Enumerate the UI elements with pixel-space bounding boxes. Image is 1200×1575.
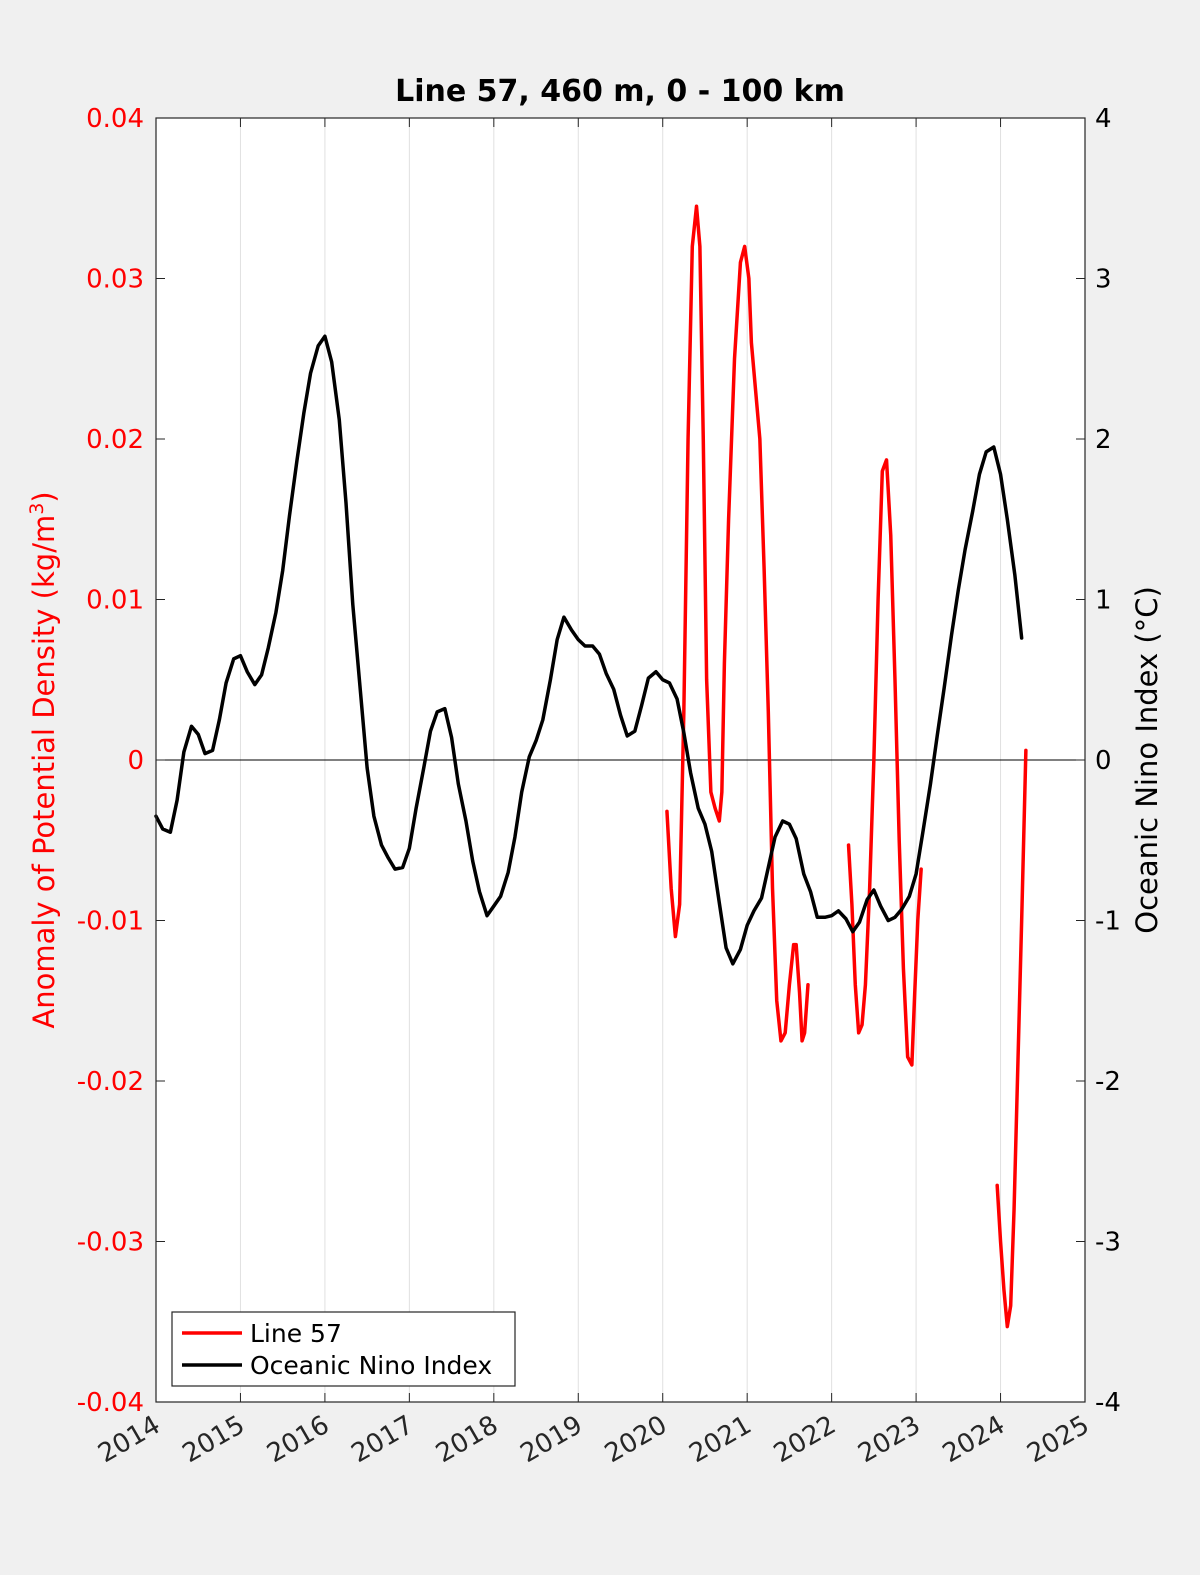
left-y-tick-label: 0.01 [86,586,144,616]
left-y-tick-label: 0.03 [86,265,144,295]
left-y-tick-label: 0 [127,746,144,776]
line57-series-segment-2 [995,748,1028,1329]
legend-label-oni: Oceanic Nino Index [250,1351,492,1380]
right-y-tick-label: 2 [1095,425,1112,455]
left-y-tick-label: -0.04 [77,1388,144,1418]
left-axis-title-close: ) [27,491,61,502]
right-y-tick-label: 0 [1095,746,1112,776]
left-axis-title-main: Anomaly of Potential Density (kg/m [27,515,61,1029]
legend-label-line57: Line 57 [250,1319,342,1348]
left-y-tick-label: 0.04 [86,104,144,134]
series-layer [154,204,1028,1329]
left-y-tick-label: -0.02 [77,1067,144,1097]
right-y-tick-label: 4 [1095,104,1112,134]
legend-box [171,1311,516,1387]
legend: Line 57 Oceanic Nino Index [171,1311,516,1387]
left-y-tick-label: -0.03 [77,1228,144,1258]
oni-series-segment-0 [154,334,1024,966]
line57-series-segment-0 [665,204,810,1043]
left-y-tick-label: 0.02 [86,425,144,455]
right-y-tick-label: 1 [1095,586,1112,616]
right-y-tick-label: 3 [1095,265,1112,295]
line57-series-segment-1 [846,458,923,1067]
right-axis-title: Oceanic Nino Index (°C) [1130,586,1164,934]
chart-title: Line 57, 460 m, 0 - 100 km [395,74,845,109]
left-axis-title-sup: 3 [26,503,48,515]
right-y-tick-label: -2 [1095,1067,1121,1097]
right-y-tick-label: -4 [1095,1388,1121,1418]
right-y-tick-label: -3 [1095,1228,1121,1258]
right-y-tick-label: -1 [1095,907,1121,937]
left-axis-title: Anomaly of Potential Density (kg/m3) [26,491,61,1028]
left-y-tick-label: -0.01 [77,907,144,937]
